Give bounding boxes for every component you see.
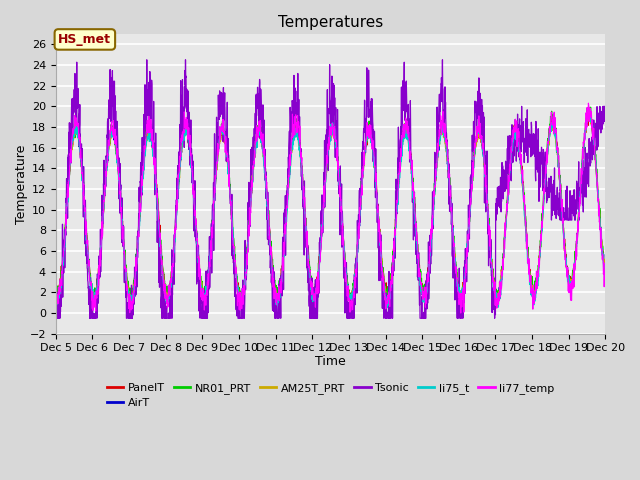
Tsonic xyxy=(347,315,355,321)
li77_temp xyxy=(568,283,576,288)
Tsonic xyxy=(554,184,561,190)
Tsonic xyxy=(143,57,150,63)
li75_t xyxy=(237,305,245,311)
li75_t xyxy=(602,274,609,279)
Tsonic xyxy=(602,103,609,109)
AM25T_PRT xyxy=(347,292,355,298)
Line: AirT: AirT xyxy=(56,115,605,305)
Tsonic xyxy=(52,315,60,321)
li75_t xyxy=(568,283,576,288)
AM25T_PRT xyxy=(491,283,499,289)
NR01_PRT xyxy=(491,282,499,288)
NR01_PRT xyxy=(205,258,212,264)
NR01_PRT xyxy=(346,290,354,296)
li75_t xyxy=(205,266,212,272)
Line: PanelT: PanelT xyxy=(56,112,605,303)
PanelT xyxy=(553,144,561,149)
Line: AM25T_PRT: AM25T_PRT xyxy=(56,113,605,300)
Tsonic xyxy=(359,139,367,144)
X-axis label: Time: Time xyxy=(315,355,346,368)
Line: Tsonic: Tsonic xyxy=(56,60,605,318)
li75_t xyxy=(358,171,366,177)
Tsonic xyxy=(491,315,499,321)
AirT xyxy=(358,176,366,181)
NR01_PRT xyxy=(347,305,355,311)
AM25T_PRT xyxy=(52,289,60,295)
AirT xyxy=(346,302,353,308)
NR01_PRT xyxy=(52,281,60,287)
PanelT xyxy=(602,270,609,276)
li75_t xyxy=(52,293,60,299)
li75_t xyxy=(584,108,592,114)
li77_temp xyxy=(346,299,354,305)
li75_t xyxy=(553,148,561,154)
Legend: PanelT, AirT, NR01_PRT, AM25T_PRT, Tsonic, li75_t, li77_temp: PanelT, AirT, NR01_PRT, AM25T_PRT, Tsoni… xyxy=(102,378,559,413)
PanelT xyxy=(384,300,392,306)
NR01_PRT xyxy=(602,272,609,277)
li77_temp xyxy=(457,310,465,316)
Y-axis label: Temperature: Temperature xyxy=(15,144,28,224)
li77_temp xyxy=(205,273,212,278)
PanelT xyxy=(346,291,354,297)
AirT xyxy=(568,278,576,284)
NR01_PRT xyxy=(358,174,366,180)
Tsonic xyxy=(205,234,213,240)
Line: li77_temp: li77_temp xyxy=(56,103,605,313)
AirT xyxy=(205,273,212,278)
AM25T_PRT xyxy=(205,263,213,268)
AirT xyxy=(52,288,60,293)
li77_temp xyxy=(52,288,60,294)
AirT xyxy=(347,296,355,302)
PanelT xyxy=(586,109,593,115)
AM25T_PRT xyxy=(568,277,576,283)
Title: Temperatures: Temperatures xyxy=(278,15,383,30)
NR01_PRT xyxy=(587,104,595,110)
Line: li75_t: li75_t xyxy=(56,111,605,308)
li77_temp xyxy=(358,167,366,172)
PanelT xyxy=(358,180,366,185)
PanelT xyxy=(52,286,60,292)
PanelT xyxy=(568,275,576,280)
PanelT xyxy=(491,279,499,285)
li75_t xyxy=(491,288,499,293)
AM25T_PRT xyxy=(602,274,609,279)
AM25T_PRT xyxy=(586,110,593,116)
li77_temp xyxy=(602,276,609,281)
Text: HS_met: HS_met xyxy=(58,33,111,46)
AirT xyxy=(553,144,561,150)
AirT xyxy=(602,270,609,276)
AM25T_PRT xyxy=(358,176,366,182)
PanelT xyxy=(205,266,212,272)
AirT xyxy=(491,284,499,290)
NR01_PRT xyxy=(553,144,561,149)
li77_temp xyxy=(491,290,499,296)
li75_t xyxy=(347,297,355,302)
Tsonic xyxy=(569,201,577,207)
AM25T_PRT xyxy=(553,146,561,152)
NR01_PRT xyxy=(568,272,576,278)
AM25T_PRT xyxy=(200,298,207,303)
li77_temp xyxy=(584,100,592,106)
Line: NR01_PRT: NR01_PRT xyxy=(56,107,605,308)
AirT xyxy=(585,112,593,118)
Tsonic xyxy=(52,301,60,307)
li77_temp xyxy=(553,147,561,153)
